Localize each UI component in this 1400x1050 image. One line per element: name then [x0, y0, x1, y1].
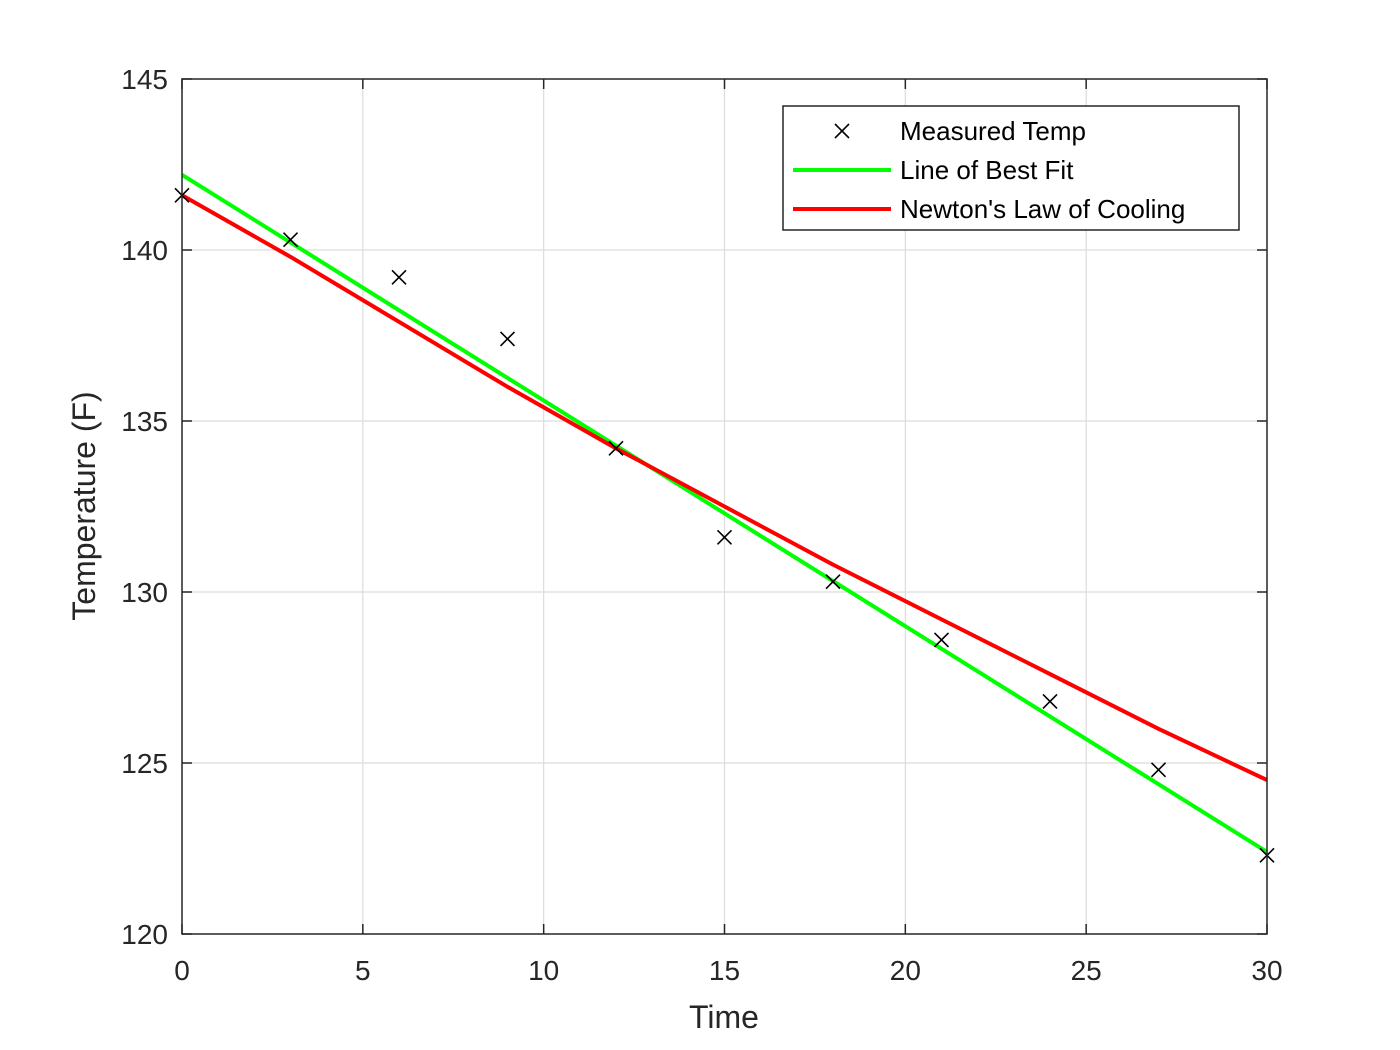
x-tick-label: 5 [355, 955, 371, 986]
plot-frame [181, 78, 1268, 935]
x-tick-label: 15 [709, 955, 740, 986]
data-point [391, 269, 407, 285]
x-tick-label: 25 [1071, 955, 1102, 986]
x-tick-label: 10 [528, 955, 559, 986]
legend-entry-measured-temp: Measured Temp [834, 116, 1086, 146]
legend-label-line-of-best-fit: Line of Best Fit [900, 155, 1074, 185]
x-tick-label: 20 [890, 955, 921, 986]
series-layer [174, 173, 1275, 863]
series-line-1 [180, 173, 1269, 854]
y-tick-label: 120 [121, 919, 168, 950]
legend-label-newtons-law: Newton's Law of Cooling [900, 194, 1185, 224]
legend-entry-newtons-law: Newton's Law of Cooling [793, 194, 1185, 224]
legend: Measured Temp Line of Best Fit Newton's … [782, 105, 1240, 231]
data-point [825, 574, 841, 590]
data-point [716, 529, 733, 545]
y-tick-label: 125 [121, 748, 168, 779]
data-point [933, 632, 950, 648]
y-tick-label: 140 [121, 235, 168, 266]
legend-marker-x-icon [834, 123, 850, 139]
data-point [1150, 762, 1167, 778]
x-axis-label: Time [689, 999, 759, 1035]
data-point [1042, 693, 1058, 710]
y-axis-label: Temperature (F) [66, 391, 102, 620]
data-point [608, 440, 624, 456]
tick-labels: 0 5 10 15 20 25 30 120 125 130 135 140 145 [121, 64, 1282, 986]
data-point [499, 331, 516, 347]
series-line-2 [181, 193, 1268, 782]
x-tick-label: 0 [174, 955, 190, 986]
x-tick-label: 30 [1251, 955, 1282, 986]
legend-label-measured-temp: Measured Temp [900, 116, 1086, 146]
y-tick-label: 130 [121, 577, 168, 608]
data-point [282, 232, 299, 248]
legend-entry-line-of-best-fit: Line of Best Fit [793, 155, 1074, 185]
y-tick-label: 145 [121, 64, 168, 95]
y-tick-label: 135 [121, 406, 168, 437]
